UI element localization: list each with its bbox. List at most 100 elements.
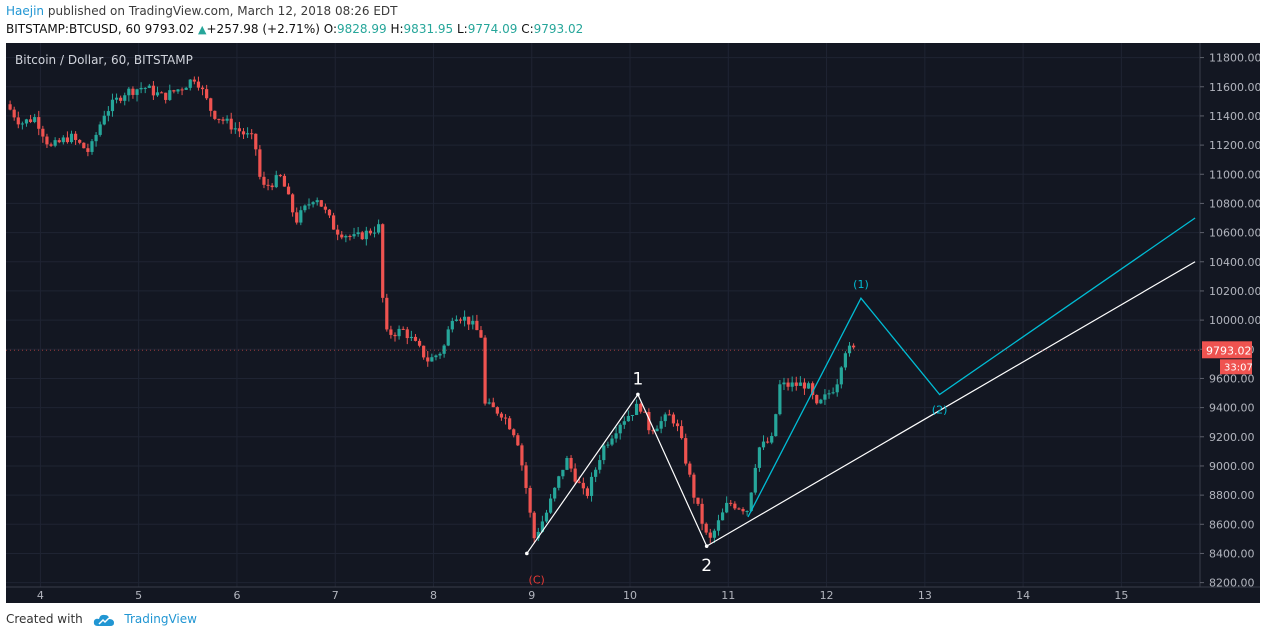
created-with-label: Created with [6,612,83,626]
wave-white-trendline [706,261,1196,547]
candle-up [540,521,544,532]
candle-down [74,133,78,140]
author-link[interactable]: Haejin [6,4,45,18]
x-tick-label: 13 [918,589,932,602]
footer: Created with TradingView [6,612,197,627]
wave-label-c: (C) [529,573,545,586]
candle-up [831,392,835,394]
candle-up [409,336,413,339]
countdown-tag-text: 33:07 [1224,362,1253,373]
candle-up [168,90,172,100]
candle-down [528,487,532,513]
candle-up [827,393,831,395]
candle-up [184,87,188,90]
x-tick-label: 8 [430,589,437,602]
candle-down [196,81,201,88]
candle-up [589,476,594,496]
candle-up [53,140,57,146]
candle-up [839,367,843,385]
candle-up [176,89,180,92]
candle-down [28,119,33,123]
candle-up [798,382,802,386]
candle-up [106,111,110,116]
candle-up [454,319,459,321]
candle-down [209,98,213,111]
candle-up [634,403,639,415]
candle-down [291,194,295,213]
candle-up [823,394,827,400]
candle-up [847,345,852,354]
axes: 8200.00 8400.00 8600.00 8800.00 9000.00 9200.… [6,43,1260,603]
candle-down [422,345,426,358]
candle-up [155,92,160,96]
candle-down [516,435,520,446]
candle-up [544,512,549,522]
candle-down [131,88,135,95]
wave-label-paren-2: (2) [932,403,948,416]
candle-down [401,328,405,330]
candle-up [757,447,762,468]
candle-down [205,89,209,99]
candle-down [426,357,430,362]
candle-down [794,382,798,386]
candle-up [463,316,467,321]
candle-down [737,508,741,510]
candle-down [229,118,233,130]
candle-down [86,148,90,152]
candle-up [618,424,622,434]
candle-down [41,128,45,137]
candle-down [671,414,676,424]
close-value: 9793.02 [533,22,584,36]
ohlc-line: BITSTAMP:BTCUSD, 60 9793.02 ▲+257.98 (+2… [6,22,583,36]
grid-lines [6,43,1200,587]
x-tick-label: 7 [332,589,339,602]
candle-down [37,117,41,129]
candle-up [102,115,106,125]
candle-up [33,117,37,123]
candle-up [610,438,614,445]
candle-down [266,184,270,186]
candle-up [127,88,131,96]
candle-down [254,133,258,150]
price-chart[interactable]: 12(1)(2)(C) 8200.008400.008600.008800.00… [6,43,1260,603]
candle-up [397,328,401,337]
close-label: C: [521,22,534,36]
countdown-tag [1220,359,1252,375]
candle-up [835,384,839,393]
candle-up [233,128,237,130]
candle-down [319,200,323,207]
candle-down [336,229,340,235]
open-value: 9828.99 [337,22,387,36]
candle-down [684,438,688,464]
candle-up [311,202,315,205]
wave-label-2: 2 [701,556,712,576]
symbol-label: BITSTAMP:BTCUSD, 60 [6,22,141,36]
x-tick-label: 11 [721,589,735,602]
candle-down [12,109,16,118]
candle-down [65,137,70,143]
candle-up [712,530,716,538]
y-tick-label: 9600.00 [1209,372,1255,385]
candle-up [770,435,774,443]
tradingview-link[interactable]: TradingView [124,612,197,626]
y-tick-label: 8800.00 [1209,489,1255,502]
wave-cyan-path [747,217,1196,518]
candle-up [659,421,663,429]
candle-up [344,236,348,238]
candle-up [761,441,766,448]
candle-down [282,175,287,187]
candle-down [851,345,856,348]
candle-up [315,200,319,203]
candle-down [581,482,585,489]
candle-down [811,383,815,395]
candle-up [471,320,475,325]
candle-down [360,232,364,240]
candle-up [139,87,143,90]
candle-down [815,394,819,404]
wave-white-node [704,544,709,548]
candle-down [119,97,123,101]
candle-up [307,204,311,206]
candle-down [458,319,463,321]
candle-up [430,357,434,362]
candle-down [700,503,704,524]
